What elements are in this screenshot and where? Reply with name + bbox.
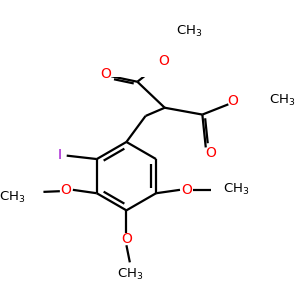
Text: O: O [205,146,216,160]
Text: O: O [61,183,71,197]
Text: O: O [121,232,132,246]
Text: O: O [182,183,192,197]
Text: CH$_3$: CH$_3$ [223,182,250,197]
Text: CH$_3$: CH$_3$ [269,93,296,109]
Text: CH$_3$: CH$_3$ [176,24,202,39]
Text: O: O [158,54,169,68]
Text: I: I [58,148,62,162]
Text: O: O [100,67,111,81]
Text: CH$_3$: CH$_3$ [117,267,143,282]
Text: O: O [228,94,238,108]
Text: CH$_3$: CH$_3$ [0,190,26,205]
